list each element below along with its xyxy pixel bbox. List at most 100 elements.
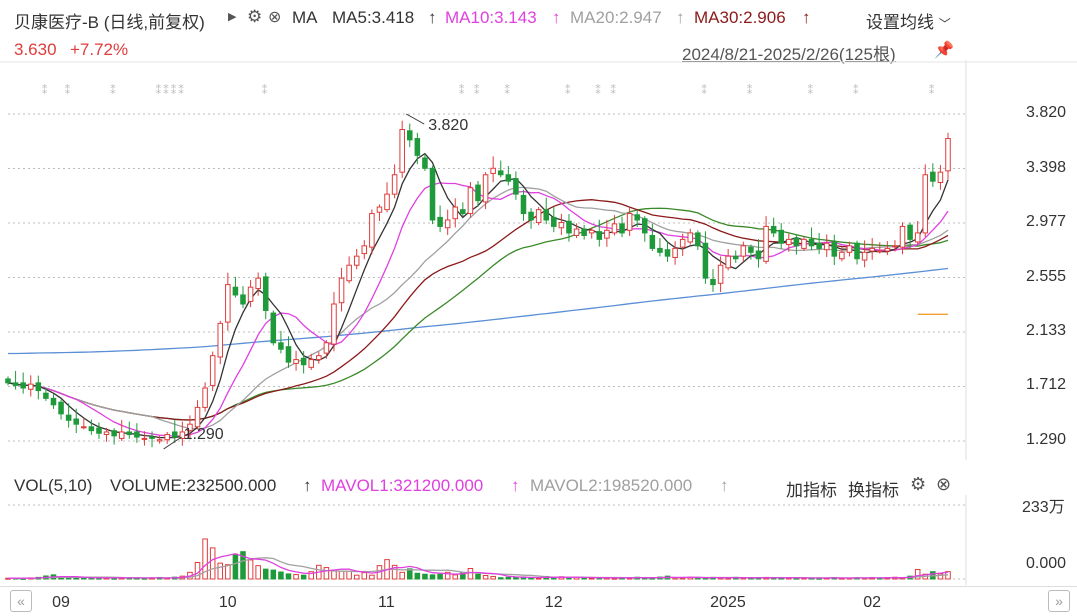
ma20-value: MA20:2.947 [570,8,662,27]
mavol1-value: MAVOL1:321200.000 [321,476,484,495]
volume-gear-icon[interactable]: ⚙ [910,474,927,494]
ma5-arrow-icon: ↑ [428,8,437,27]
candle-body [513,178,519,195]
play-icon[interactable]: ▶ [228,11,237,23]
event-marker-icon: ⁑ [701,84,707,97]
ma10-line [7,182,949,437]
volume-bar [437,573,443,580]
candle-body [801,238,807,249]
candle-body [414,138,421,156]
pin-icon[interactable]: 📌 [934,42,954,59]
switch-indicator-button[interactable]: 换指标 [848,481,899,500]
candle-body [141,437,148,440]
volume-bar [270,569,277,580]
candle-body [573,228,580,236]
candle-body [786,238,792,246]
event-marker-icon: ⁑ [747,84,753,97]
candle-body [88,426,95,432]
scroll-right-button[interactable]: » [1048,590,1070,612]
settings-ma-button[interactable]: 设置均线 ﹀ [866,8,951,33]
volume-bar [323,567,330,580]
candle-body [103,431,110,436]
candle-body [839,251,845,260]
candle-body [444,219,451,229]
candle-body [369,213,375,248]
volume-bar [414,572,421,580]
volume-bar [293,574,299,580]
volume-bar [81,577,87,580]
volume-bar [217,562,224,580]
candle-body [43,392,49,399]
mavol2-arrow-icon: ↑ [720,476,729,495]
volume-bar [285,573,292,580]
candle-body [930,171,936,182]
candle-body [475,184,481,202]
candle-body [384,193,390,211]
volume-chart[interactable] [0,495,1077,585]
candle-body [65,414,72,421]
mavol1-line [7,553,949,579]
candle-body [808,238,815,247]
candle-body [770,225,777,234]
candle-body [187,423,193,432]
candle-body [892,245,898,248]
candle-body [702,242,709,279]
close-icon[interactable]: ⊗ [268,9,282,26]
volume-bar [422,573,428,580]
candle-body [725,255,731,269]
candle-body [581,228,587,236]
scroll-left-button[interactable]: « [10,590,32,612]
volume-bar [505,576,512,580]
event-marker-icon: ⁑ [163,84,169,97]
volume-bar [444,571,451,580]
volume-bar [232,553,239,580]
ma-label: MA [292,8,318,27]
ma120-line [8,267,949,355]
volume-arrow-icon: ↑ [303,476,312,495]
candle-body [262,276,269,311]
candle-body [452,206,459,220]
add-indicator-button[interactable]: 加指标 [786,481,837,500]
ma30-arrow-icon: ↑ [802,8,811,27]
y-tick-label: 3.820 [1026,104,1067,121]
event-marker-icon: ⁑ [178,84,184,97]
volume-bar [361,572,368,580]
candle-body [422,157,428,169]
gear-icon[interactable]: ⚙ [247,7,263,26]
candle-body [217,322,224,358]
candle-body [831,241,838,257]
candle-body [316,355,322,361]
candle-body [209,355,216,386]
volume-bar [255,565,261,580]
volume-bar [308,571,314,580]
candle-body [338,277,345,304]
candle-body [27,383,34,390]
candle-body [664,249,671,257]
candle-body [535,209,542,224]
candle-body [270,312,277,344]
volume-bar [225,564,231,580]
candle-body [467,187,474,215]
candle-body [520,194,527,215]
event-marker-icon: ⁑ [262,84,268,97]
candle-body [619,223,625,234]
event-marker-icon: ⁑ [565,84,571,97]
event-marker-icon: ⁑ [474,84,480,97]
candle-body [528,211,534,221]
high-annotation-arrow [405,113,425,125]
candle-body [672,247,678,258]
candle-body [361,245,368,255]
candle-body [194,406,201,428]
candle-body [899,225,906,248]
volume-close-icon[interactable]: ⊗ [936,474,952,494]
candle-body [437,216,443,227]
candle-body [391,174,398,195]
candle-body [164,434,170,441]
volume-bar [202,538,208,580]
candle-body [505,174,512,182]
ma30-value: MA30:2.906 [694,8,786,27]
ma20-arrow-icon: ↑ [676,8,685,27]
candle-body [551,216,557,227]
candle-body [376,206,383,213]
